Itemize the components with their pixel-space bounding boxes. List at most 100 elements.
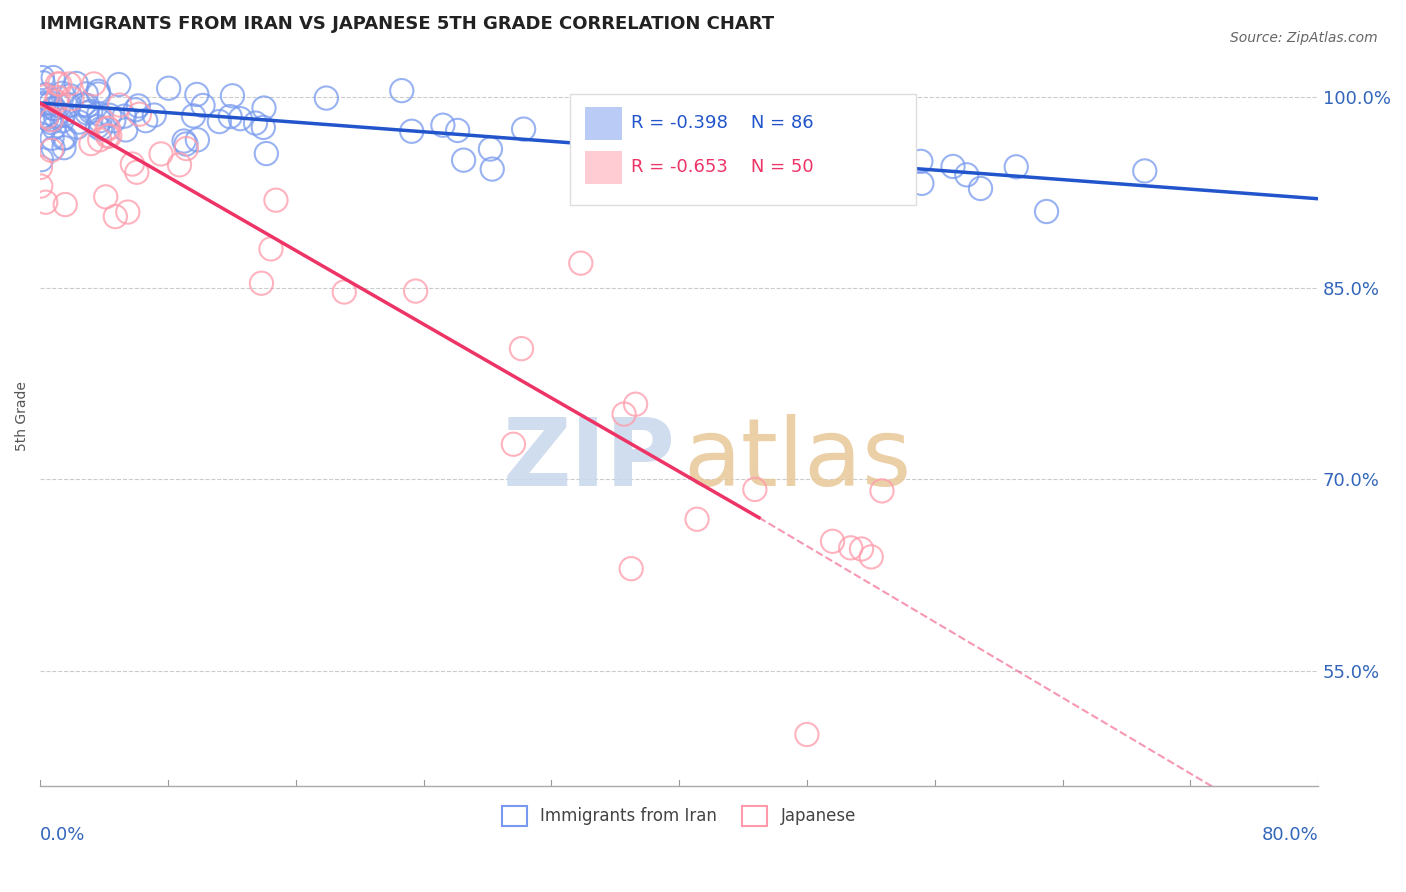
Point [52,131,75,145]
Point [219,110,242,124]
Point [245,116,267,130]
Point [87,107,110,121]
Point [252,120,274,135]
Point [76,98,98,112]
Point [127,99,149,113]
Point [32,76,55,90]
Y-axis label: 5th Grade: 5th Grade [15,381,30,450]
Point [31,70,53,85]
Point [117,205,139,219]
Point [30,179,52,194]
Point [96,129,118,144]
Text: R = -0.398    N = 86: R = -0.398 N = 86 [630,113,813,132]
Point [839,541,862,555]
Point [254,146,277,161]
Point [90,121,112,136]
Point [35,111,58,125]
Point [42,102,65,116]
Point [744,483,766,497]
Point [48,99,70,113]
Point [41,131,63,145]
Point [672,153,695,168]
Point [333,285,356,299]
Point [315,91,337,105]
Text: R = -0.653    N = 50: R = -0.653 N = 50 [630,158,813,176]
Text: IMMIGRANTS FROM IRAN VS JAPANESE 5TH GRADE CORRELATION CHART: IMMIGRANTS FROM IRAN VS JAPANESE 5TH GRA… [41,15,775,33]
Point [510,342,533,356]
Point [128,107,150,121]
Point [502,437,524,451]
Point [80,136,103,151]
Point [42,120,65,135]
Point [35,87,58,102]
Point [37,106,59,120]
Point [174,136,197,151]
Point [124,103,146,117]
Point [76,106,98,120]
Text: 0.0%: 0.0% [41,826,86,844]
Point [98,108,121,122]
Point [842,139,865,153]
Point [46,77,69,91]
Point [125,165,148,179]
Point [83,77,105,91]
Point [53,141,76,155]
Point [250,277,273,291]
Point [942,160,965,174]
Point [401,124,423,138]
Point [613,407,636,421]
Point [86,120,108,134]
Point [851,541,873,556]
Point [969,181,991,195]
FancyBboxPatch shape [585,107,621,140]
Text: atlas: atlas [683,414,911,506]
Point [107,78,129,92]
Point [60,92,83,106]
Point [30,153,52,167]
Point [87,87,110,101]
Point [221,88,243,103]
Point [96,121,118,136]
Point [58,98,80,112]
Text: 80.0%: 80.0% [1261,826,1319,844]
Point [1005,160,1028,174]
Point [39,96,62,111]
Point [94,190,117,204]
Point [186,87,208,102]
Point [98,128,121,143]
Point [870,483,893,498]
Point [208,114,231,128]
Point [481,162,503,177]
FancyBboxPatch shape [585,152,621,184]
Point [53,197,76,211]
Point [35,110,58,124]
Point [104,210,127,224]
Point [89,113,111,128]
Point [186,133,208,147]
Point [821,534,844,549]
Point [46,90,69,104]
Point [79,104,101,119]
Point [75,87,97,101]
Point [65,77,87,91]
Point [956,168,979,182]
Point [108,98,131,112]
Point [38,112,60,127]
Point [624,397,647,411]
Text: Source: ZipAtlas.com: Source: ZipAtlas.com [1230,31,1378,45]
Point [41,144,63,158]
Point [169,158,191,172]
Point [58,77,80,91]
Point [103,113,125,128]
Point [52,108,75,122]
Point [620,562,643,576]
Point [866,179,889,194]
Point [39,112,62,127]
Point [796,727,818,741]
Point [35,89,58,103]
Point [253,101,276,115]
Point [157,81,180,95]
Point [910,154,932,169]
Legend: Immigrants from Iran, Japanese: Immigrants from Iran, Japanese [495,799,863,833]
Point [66,120,89,135]
